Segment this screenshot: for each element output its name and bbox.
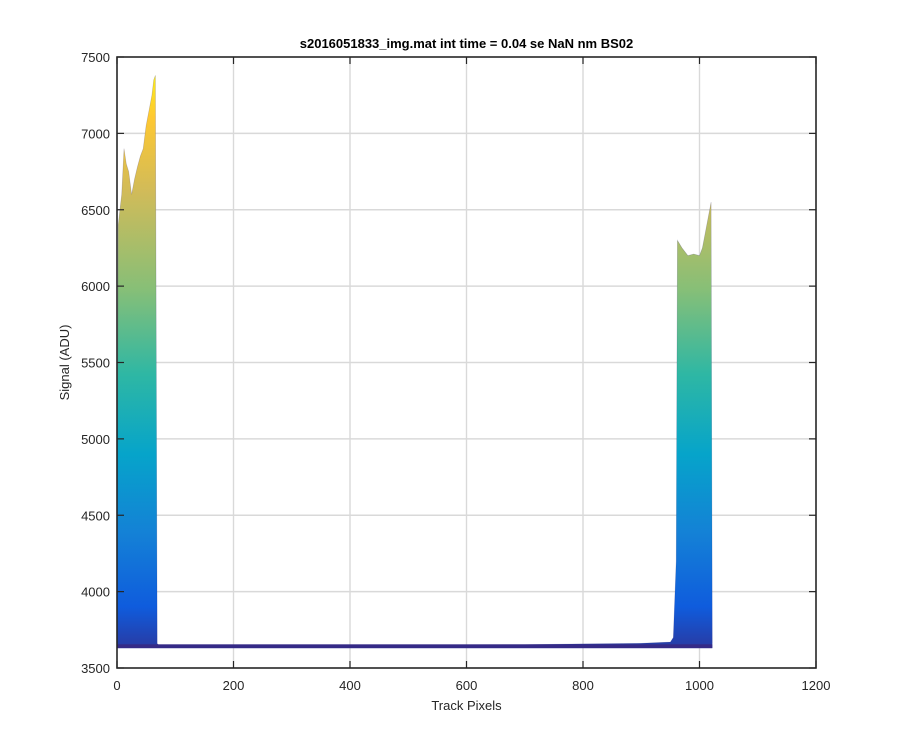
- y-tick-label: 4000: [81, 585, 110, 600]
- y-tick-label: 3500: [81, 661, 110, 676]
- x-tick-label: 0: [113, 678, 120, 693]
- y-tick-label: 7000: [81, 126, 110, 141]
- x-tick-label: 1000: [685, 678, 714, 693]
- y-tick-label: 5000: [81, 432, 110, 447]
- x-tick-label: 400: [339, 678, 361, 693]
- x-axis-label: Track Pixels: [431, 698, 502, 713]
- ticks: 0 200 400 600 800 1000 1200 3500 4000 4500 5000 550…: [81, 50, 830, 693]
- x-tick-label: 200: [223, 678, 245, 693]
- y-tick-label: 5500: [81, 356, 110, 371]
- chart-title: s2016051833_img.mat int time = 0.04 se N…: [300, 36, 634, 51]
- y-axis-label: Signal (ADU): [57, 325, 72, 401]
- y-tick-label: 4500: [81, 508, 110, 523]
- baseline-band: [117, 644, 713, 649]
- signal-outline: [116, 75, 713, 646]
- x-tick-label: 800: [572, 678, 594, 693]
- x-tick-label: 600: [456, 678, 478, 693]
- y-tick-label: 6000: [81, 279, 110, 294]
- y-tick-label: 7500: [81, 50, 110, 65]
- series-area: [116, 75, 713, 649]
- x-tick-label: 1200: [802, 678, 831, 693]
- signal-area: [117, 75, 713, 649]
- y-tick-label: 6500: [81, 203, 110, 218]
